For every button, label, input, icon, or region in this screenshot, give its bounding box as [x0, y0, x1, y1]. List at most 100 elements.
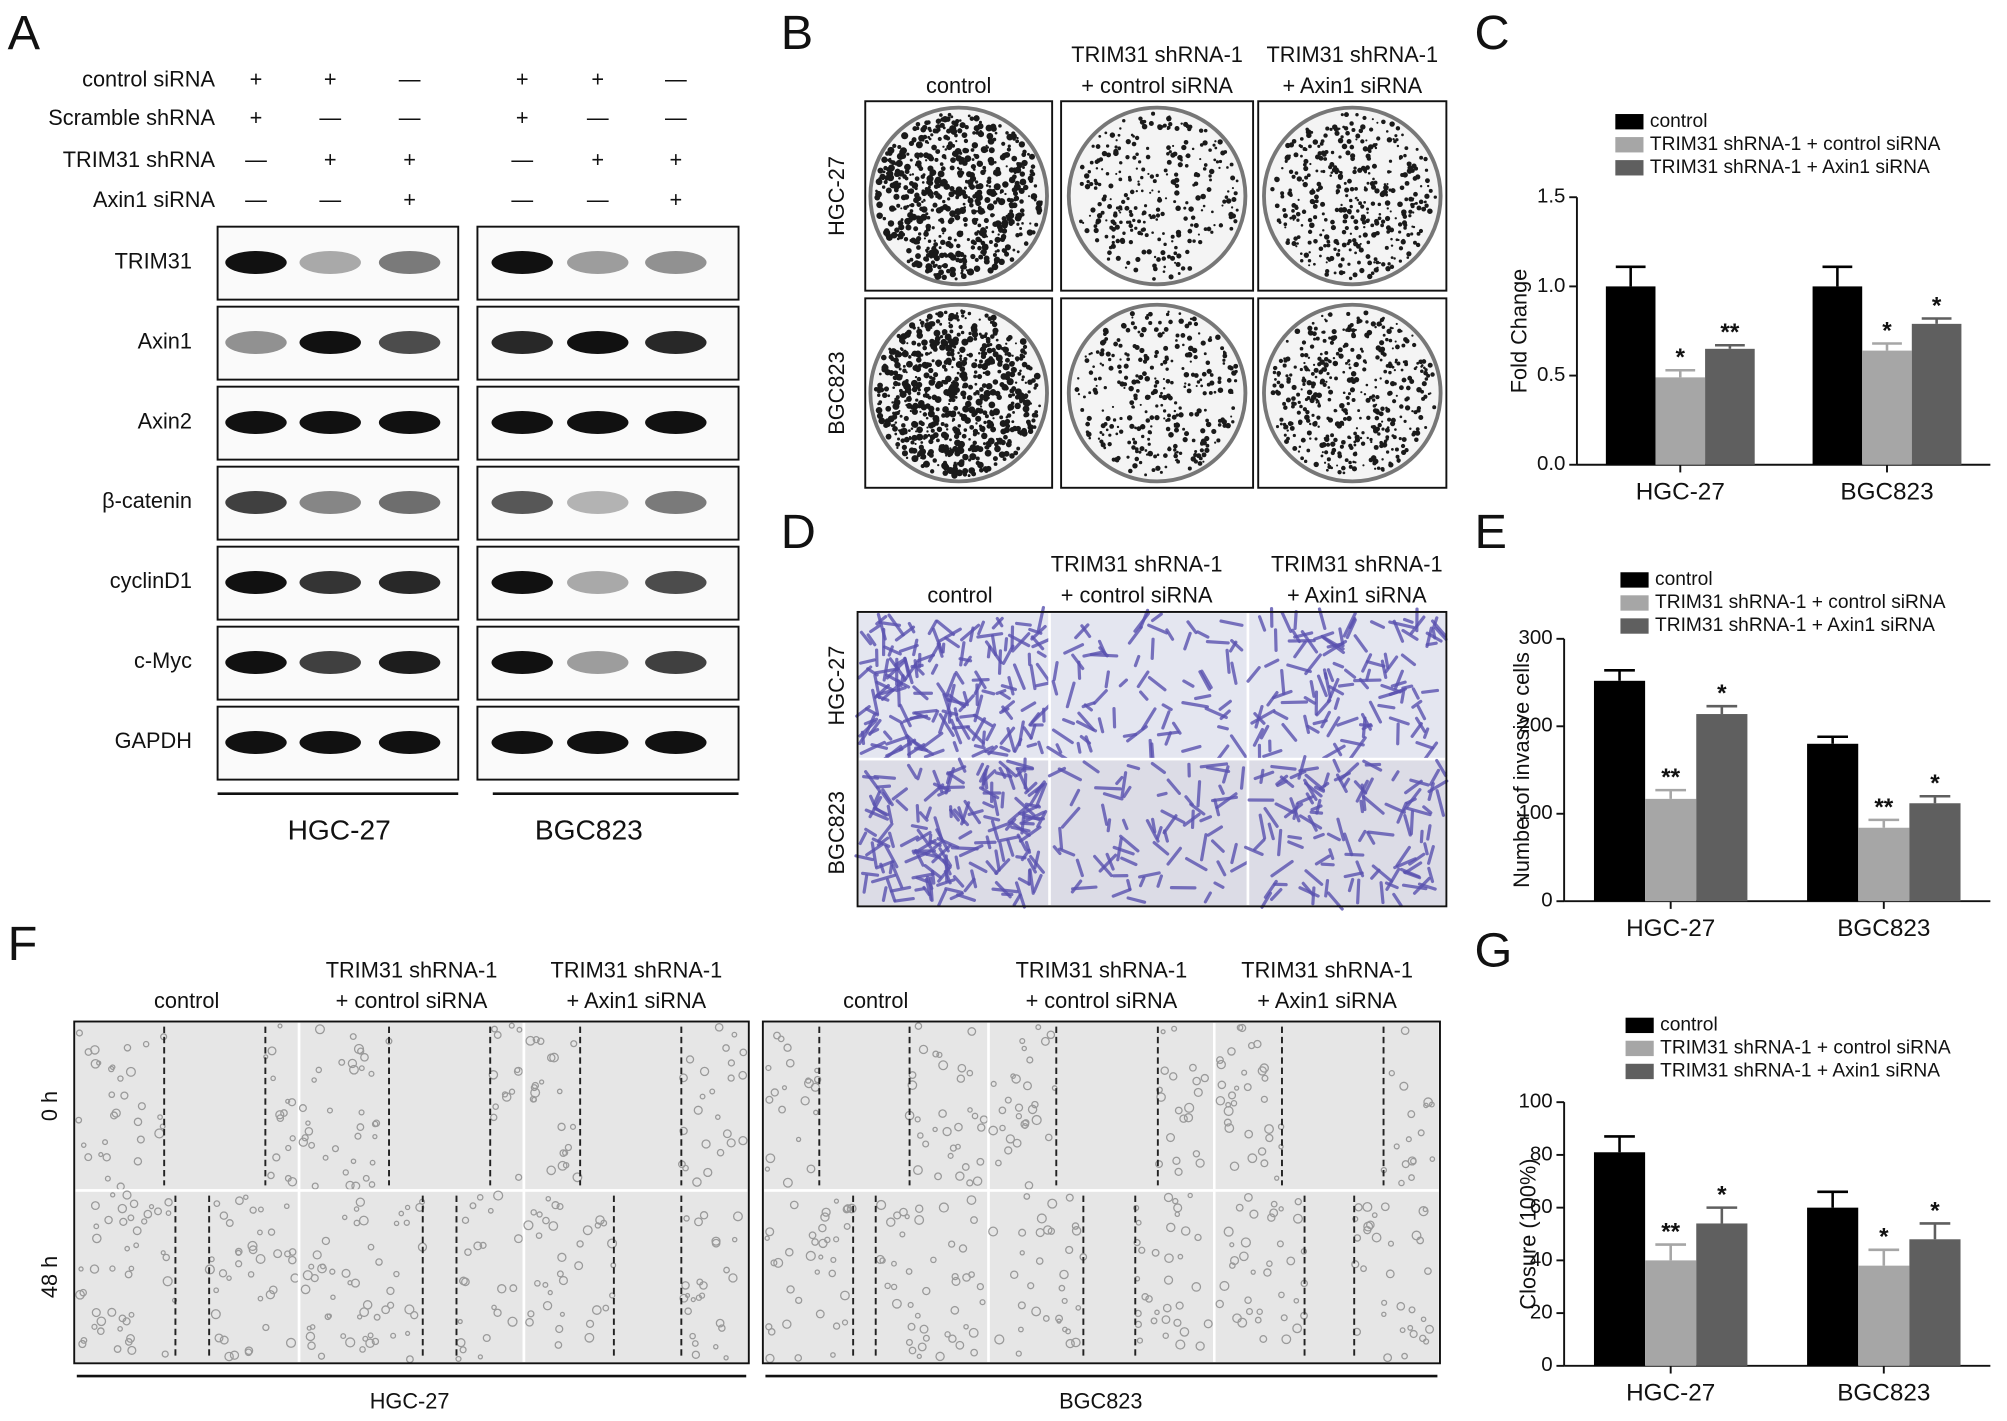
colony	[1181, 366, 1185, 370]
colony	[883, 179, 888, 185]
cell	[1286, 1256, 1296, 1266]
colony	[1188, 345, 1194, 352]
protein-label: Axin2	[138, 408, 192, 433]
colony	[1308, 251, 1311, 254]
cell	[249, 1206, 257, 1214]
colony	[1433, 195, 1437, 199]
colony	[1121, 323, 1127, 329]
colony	[898, 367, 902, 371]
cell	[109, 1111, 119, 1120]
invasive-cell	[1292, 802, 1299, 821]
invasive-cell	[1147, 675, 1167, 692]
colony	[945, 136, 951, 141]
colony	[1027, 195, 1031, 198]
cell	[1259, 1335, 1268, 1343]
cell	[582, 1225, 593, 1236]
colony	[959, 359, 962, 362]
colony	[1368, 149, 1372, 154]
invasive-cell	[870, 743, 889, 750]
colony	[1084, 355, 1087, 358]
colony	[989, 320, 994, 324]
colony	[1321, 442, 1327, 448]
colony	[1283, 425, 1287, 430]
colony	[1016, 222, 1020, 226]
blot-band	[567, 330, 629, 355]
colony	[1019, 199, 1024, 204]
cell	[1071, 1337, 1081, 1348]
colony	[944, 368, 948, 372]
colony	[1189, 317, 1193, 321]
colony	[1203, 352, 1207, 356]
cell	[1387, 1240, 1395, 1247]
cell	[1168, 1072, 1178, 1081]
colony	[1373, 261, 1376, 264]
invasive-cell	[1037, 740, 1044, 755]
invasive-cell	[1365, 660, 1386, 668]
invasive-cell	[999, 691, 1011, 700]
cell	[459, 1346, 467, 1354]
cell	[90, 1201, 100, 1211]
colony	[1009, 198, 1015, 203]
cell	[1192, 1150, 1201, 1158]
colony	[1345, 194, 1349, 198]
cell	[976, 1157, 985, 1166]
colony	[1173, 453, 1178, 459]
colony	[947, 338, 954, 344]
cell	[530, 1084, 538, 1092]
colony	[1390, 237, 1393, 241]
invasive-cell	[1136, 670, 1150, 689]
colony	[1101, 433, 1105, 436]
colony	[894, 227, 900, 233]
colony	[1183, 385, 1187, 389]
colony	[1147, 430, 1152, 435]
cell	[1059, 1269, 1069, 1280]
colony	[1293, 152, 1299, 158]
cell	[268, 1285, 278, 1295]
colony	[910, 353, 914, 356]
invasive-cell	[873, 774, 896, 780]
colony	[1366, 240, 1371, 245]
bar	[1645, 798, 1697, 902]
colony	[991, 321, 998, 328]
colony	[1097, 182, 1102, 187]
colony	[1185, 249, 1190, 255]
colony	[936, 118, 941, 123]
colony	[1379, 319, 1383, 323]
cell	[1022, 1081, 1032, 1091]
colony	[1308, 422, 1312, 426]
invasive-cell	[1005, 817, 1017, 831]
cell	[1381, 1311, 1387, 1318]
colony	[988, 239, 993, 244]
colony	[925, 253, 931, 258]
colony	[933, 242, 939, 247]
colony	[1172, 151, 1178, 157]
colony	[983, 258, 990, 265]
colony	[914, 350, 922, 358]
colony	[967, 179, 974, 186]
invasive-cell	[1289, 769, 1307, 780]
colony	[907, 391, 912, 395]
colony	[1412, 211, 1415, 214]
colony	[918, 448, 927, 456]
colony	[1328, 336, 1332, 340]
x-tick-label: HGC-27	[1626, 915, 1715, 942]
colony	[894, 361, 901, 369]
cell	[1293, 1297, 1300, 1304]
colony	[1360, 139, 1365, 144]
colony	[1302, 181, 1308, 188]
colony	[996, 437, 1004, 444]
blot-band	[491, 250, 553, 275]
invasive-cell	[1402, 617, 1414, 624]
cell	[1280, 1314, 1288, 1322]
treatment-label: Axin1 siRNA	[93, 187, 216, 212]
colony	[991, 230, 995, 234]
cell	[329, 1268, 336, 1275]
colony	[978, 120, 982, 124]
colony	[1286, 429, 1289, 432]
colony	[1312, 421, 1318, 427]
colony	[981, 232, 987, 239]
colony	[1124, 205, 1130, 211]
colony	[1363, 187, 1368, 192]
colony	[912, 126, 918, 132]
invasive-cell	[1326, 668, 1335, 683]
